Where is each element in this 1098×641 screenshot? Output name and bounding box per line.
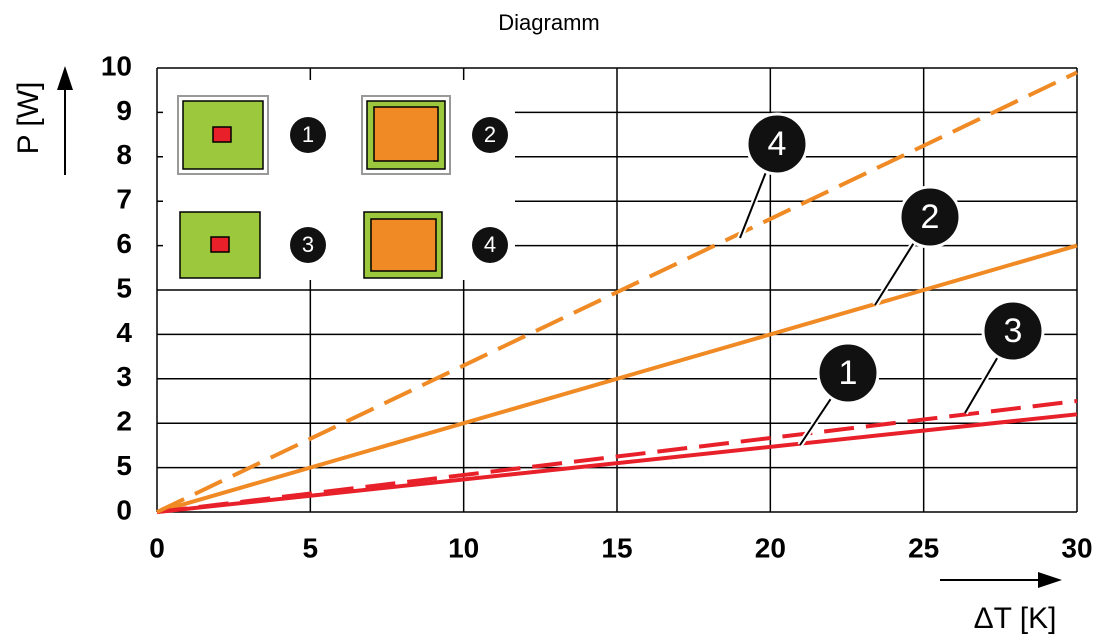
legend-icon-core <box>370 218 437 272</box>
callout-label: 4 <box>768 125 787 163</box>
y-tick-label: 9 <box>116 95 132 126</box>
x-tick-label: 20 <box>755 532 786 563</box>
callout-label: 3 <box>1004 312 1023 350</box>
legend-badge <box>472 227 508 263</box>
y-axis-arrowhead <box>57 66 73 90</box>
chart-title: Diagramm <box>498 10 599 35</box>
legend-icon-core <box>210 236 230 253</box>
y-tick-label: 10 <box>101 50 132 81</box>
legend-icon-core <box>373 106 439 162</box>
x-tick-label: 5 <box>303 532 319 563</box>
callout-label: 1 <box>839 354 858 392</box>
callout-label: 2 <box>921 198 940 236</box>
y-tick-label: 0 <box>116 494 132 525</box>
callout-badge <box>981 299 1045 363</box>
series-line <box>156 70 1078 514</box>
legend: 1 2 3 4 <box>163 80 515 280</box>
grid <box>156 67 1078 513</box>
x-axis-label: ΔT [K] <box>974 602 1057 635</box>
series-line <box>156 399 1078 514</box>
y-tick-label: 8 <box>116 139 132 170</box>
x-tick-label: 15 <box>601 532 632 563</box>
x-tick-label: 10 <box>448 532 479 563</box>
y-tick-label: 7 <box>116 184 132 215</box>
legend-label: 2 <box>484 122 496 147</box>
y-tick-label: 5 <box>116 450 132 481</box>
legend-badge <box>472 117 508 153</box>
y-tick-label: 2 <box>116 406 132 437</box>
callout-badge <box>745 112 809 176</box>
legend-icon-core <box>212 126 232 143</box>
x-tick-label: 25 <box>908 532 939 563</box>
y-axis-label: P [W] <box>12 82 45 155</box>
y-tick-label: 4 <box>116 317 132 348</box>
legend-label: 4 <box>484 232 496 257</box>
legend-badge <box>290 117 326 153</box>
y-tick-label: 6 <box>116 228 132 259</box>
legend-badge <box>290 227 326 263</box>
legend-label: 3 <box>302 232 314 257</box>
callout-badge <box>816 341 880 405</box>
series-line <box>156 243 1078 514</box>
legend-label: 1 <box>302 122 314 147</box>
x-tick-label: 0 <box>149 532 165 563</box>
y-tick-label: 5 <box>116 272 132 303</box>
y-tick-label: 3 <box>116 361 132 392</box>
x-tick-label: 30 <box>1061 532 1092 563</box>
callout-badge <box>898 185 962 249</box>
x-axis-arrowhead <box>1038 572 1062 588</box>
series-line <box>156 412 1078 514</box>
